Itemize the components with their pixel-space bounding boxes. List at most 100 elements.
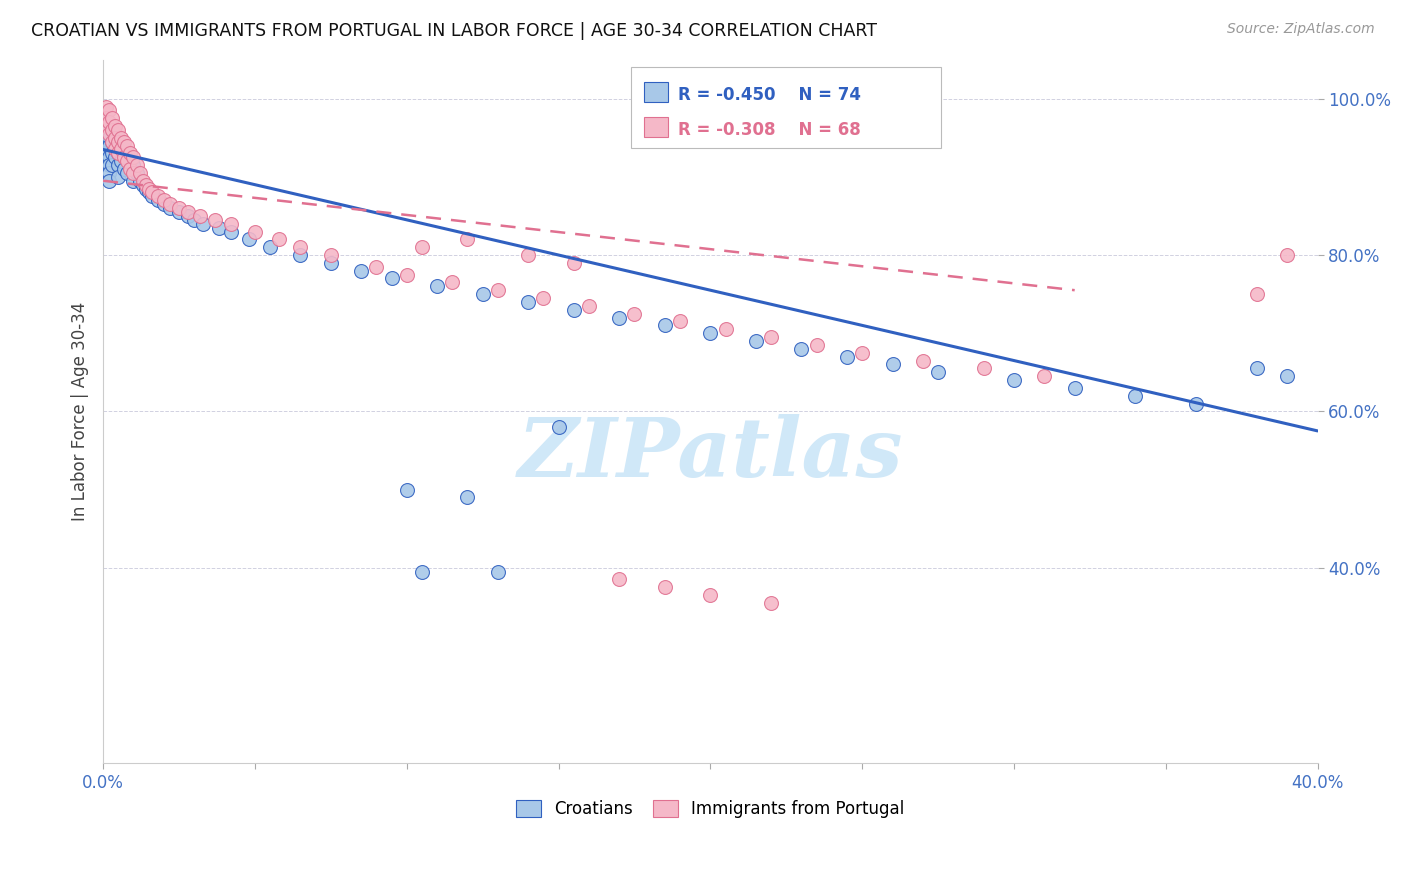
Point	[146, 189, 169, 203]
Point	[101, 158, 124, 172]
Point	[98, 103, 121, 118]
Point	[911, 353, 934, 368]
Point	[531, 291, 554, 305]
Point	[101, 135, 124, 149]
Point	[98, 138, 121, 153]
Point	[135, 178, 157, 192]
Point	[188, 209, 211, 223]
Point	[486, 283, 509, 297]
Point	[517, 248, 540, 262]
Point	[1277, 248, 1299, 262]
Point	[269, 232, 291, 246]
Point	[219, 225, 242, 239]
Point	[1002, 373, 1025, 387]
Point	[699, 588, 721, 602]
Point	[122, 166, 145, 180]
Point	[120, 154, 142, 169]
Bar	[644, 117, 668, 137]
Point	[607, 573, 630, 587]
Point	[159, 197, 181, 211]
Point	[112, 150, 135, 164]
Point	[107, 158, 129, 172]
Point	[319, 248, 342, 262]
Point	[128, 166, 150, 180]
Point	[135, 181, 157, 195]
Point	[927, 365, 949, 379]
Point	[759, 596, 782, 610]
Point	[654, 580, 676, 594]
Point	[112, 135, 135, 149]
Point	[456, 491, 478, 505]
Point	[159, 201, 181, 215]
Point	[623, 307, 645, 321]
Point	[122, 150, 145, 164]
Point	[120, 146, 142, 161]
Point	[117, 146, 139, 161]
Point	[745, 334, 768, 348]
Point	[259, 240, 281, 254]
Point	[177, 209, 200, 223]
Point	[153, 197, 176, 211]
Point	[107, 169, 129, 184]
Point	[104, 127, 127, 141]
Point	[1246, 361, 1268, 376]
Point	[790, 342, 813, 356]
Point	[141, 189, 163, 203]
Point	[96, 135, 118, 149]
Point	[112, 143, 135, 157]
Point	[98, 166, 121, 180]
Point	[562, 256, 585, 270]
Point	[125, 166, 148, 180]
Point	[96, 99, 118, 113]
Point	[319, 256, 342, 270]
Text: R = -0.308    N = 68: R = -0.308 N = 68	[678, 121, 860, 139]
Point	[411, 240, 433, 254]
Point	[107, 146, 129, 161]
Point	[122, 158, 145, 172]
Point	[138, 186, 160, 200]
Point	[1033, 369, 1056, 384]
Point	[101, 123, 124, 137]
Text: Source: ZipAtlas.com: Source: ZipAtlas.com	[1227, 22, 1375, 37]
Point	[101, 146, 124, 161]
Point	[153, 194, 176, 208]
Point	[654, 318, 676, 333]
Point	[101, 123, 124, 137]
Point	[112, 162, 135, 177]
Point	[486, 565, 509, 579]
Point	[1185, 396, 1208, 410]
Point	[395, 483, 418, 497]
Point	[110, 143, 132, 157]
Point	[96, 123, 118, 137]
Point	[107, 135, 129, 149]
Text: ZIPatlas: ZIPatlas	[517, 414, 903, 493]
Point	[131, 174, 153, 188]
Point	[167, 201, 190, 215]
Point	[120, 162, 142, 177]
Point	[607, 310, 630, 325]
Point	[290, 240, 312, 254]
Legend: Croatians, Immigrants from Portugal: Croatians, Immigrants from Portugal	[509, 794, 911, 825]
Text: CROATIAN VS IMMIGRANTS FROM PORTUGAL IN LABOR FORCE | AGE 30-34 CORRELATION CHAR: CROATIAN VS IMMIGRANTS FROM PORTUGAL IN …	[31, 22, 877, 40]
Point	[104, 150, 127, 164]
Point	[117, 166, 139, 180]
Point	[96, 146, 118, 161]
Point	[562, 302, 585, 317]
Point	[426, 279, 449, 293]
Point	[207, 220, 229, 235]
Point	[104, 119, 127, 133]
Y-axis label: In Labor Force | Age 30-34: In Labor Force | Age 30-34	[72, 301, 89, 521]
Point	[141, 186, 163, 200]
Point	[96, 119, 118, 133]
Point	[110, 138, 132, 153]
Point	[98, 174, 121, 188]
Point	[456, 232, 478, 246]
Point	[851, 345, 873, 359]
Point	[131, 178, 153, 192]
Point	[183, 212, 205, 227]
Point	[835, 350, 858, 364]
Point	[395, 268, 418, 282]
Point	[107, 123, 129, 137]
Point	[882, 358, 904, 372]
Point	[122, 174, 145, 188]
